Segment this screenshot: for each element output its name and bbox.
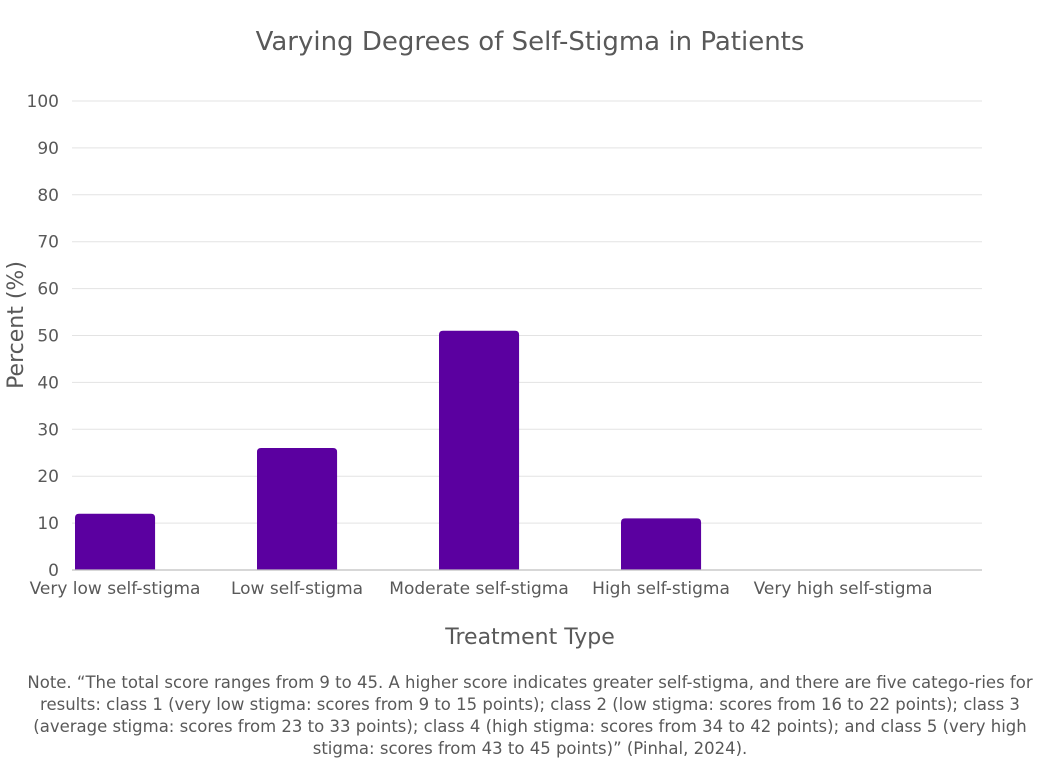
y-tick-label: 60	[37, 280, 59, 300]
gridlines	[72, 100, 982, 524]
y-tick-label: 90	[37, 139, 59, 159]
chart-title: Varying Degrees of Self-Stigma in Patien…	[256, 27, 805, 57]
y-tick-label: 80	[37, 186, 59, 206]
x-category-label: Very high self-stigma	[754, 579, 933, 599]
x-category-label: Low self-stigma	[231, 579, 363, 599]
x-axis-title: Treatment Type	[444, 625, 614, 650]
y-tick-label: 20	[37, 467, 59, 487]
bar	[75, 513, 156, 570]
category-labels: Very low self-stigma Low self-stigma Moder…	[30, 579, 933, 599]
y-tick-label: 70	[37, 233, 59, 253]
x-category-label: High self-stigma	[592, 579, 730, 599]
x-category-label: Moderate self-stigma	[389, 579, 569, 599]
y-tick-label: 10	[37, 514, 59, 534]
bars	[75, 330, 702, 570]
y-tick-label: 40	[37, 373, 59, 393]
y-tick-label: 50	[37, 327, 59, 347]
x-category-label: Very low self-stigma	[30, 579, 201, 599]
y-tick-labels: 0 10 20 30 40 50 60 70 80 90 100	[27, 92, 59, 581]
bar	[257, 448, 338, 570]
chart: Varying Degrees of Self-Stigma in Patien…	[4, 27, 982, 650]
y-tick-label: 30	[37, 420, 59, 440]
y-tick-label: 0	[48, 561, 59, 581]
bar	[621, 518, 702, 570]
chart-note: Note. “The total score ranges from 9 to …	[27, 673, 1033, 758]
bar	[439, 330, 520, 570]
y-tick-label: 100	[27, 92, 59, 112]
y-axis-title: Percent (%)	[4, 261, 29, 389]
